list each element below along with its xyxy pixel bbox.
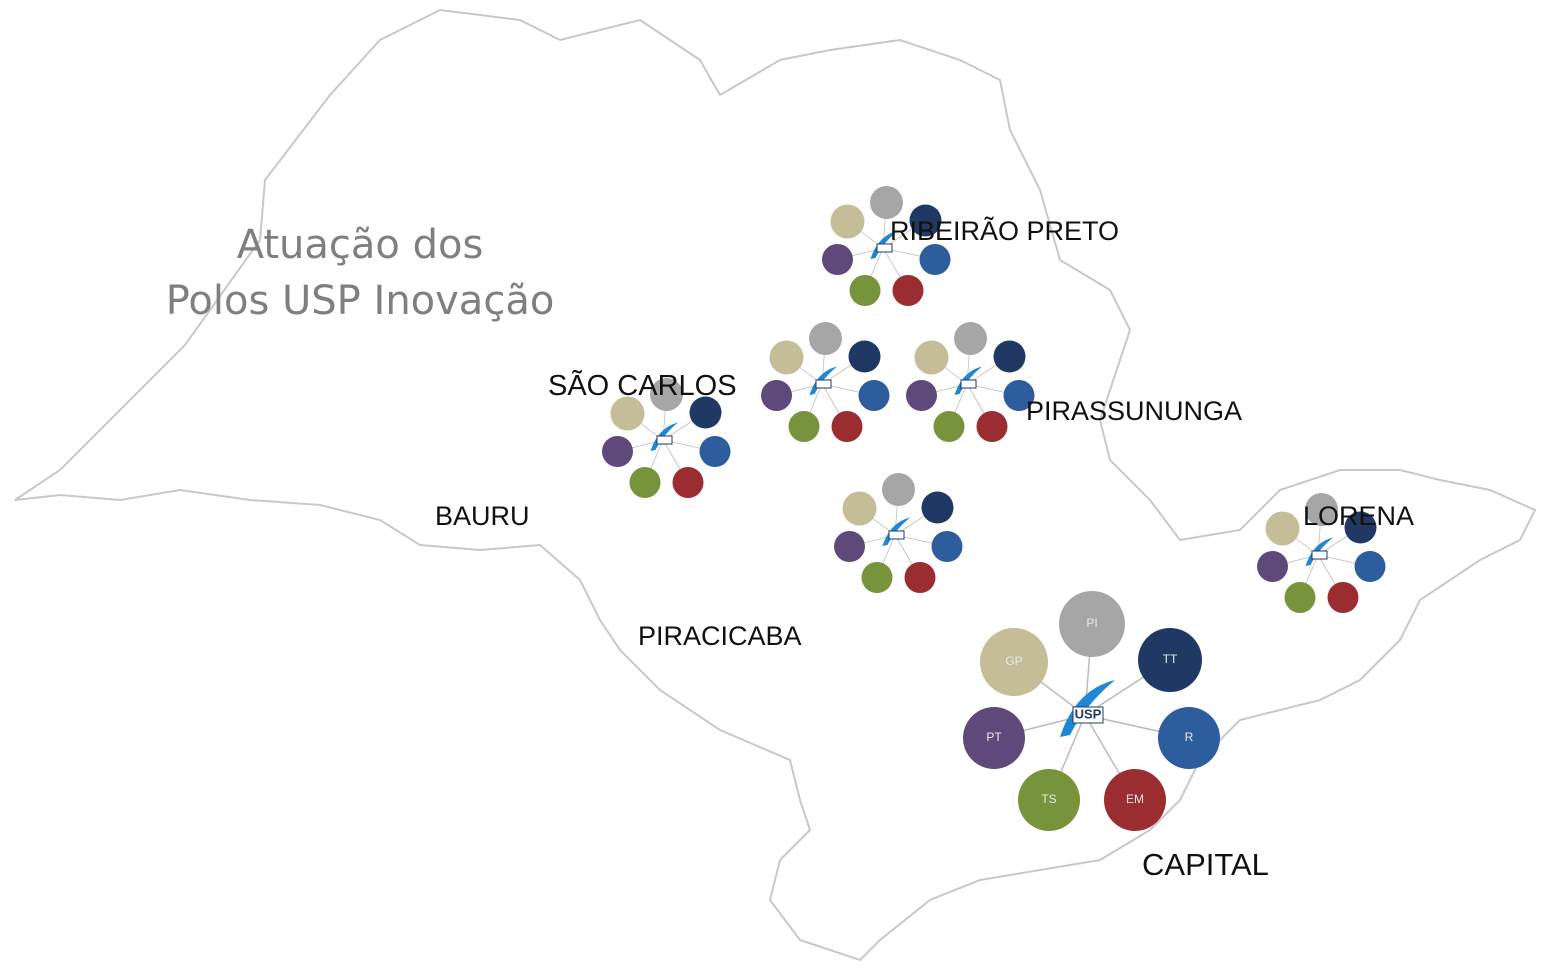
hub-node (980, 628, 1048, 696)
usp-logo-box (888, 530, 905, 540)
hub-node (769, 340, 804, 375)
hub-node-label: TS (1041, 792, 1056, 806)
city-label: CAPITAL (1142, 847, 1269, 882)
hub-node (1354, 551, 1386, 582)
hub-node (993, 340, 1026, 373)
hub-node-label: R (1185, 730, 1194, 744)
hub-node (842, 491, 877, 526)
hub-node-label: PT (986, 730, 1002, 744)
hub-node (919, 244, 951, 275)
hub-cluster (822, 186, 951, 306)
city-label: PIRASSUNUNGA (1026, 396, 1242, 426)
hub-node (1265, 511, 1300, 546)
state-outline (14, 8, 1537, 962)
hub-cluster (906, 322, 1035, 442)
hub-node (849, 275, 881, 306)
hub-node (954, 322, 987, 355)
city-label: RIBEIRÃO PRETO (890, 215, 1119, 246)
hub-node (931, 531, 963, 562)
hub-cluster (834, 473, 963, 593)
hub-node (963, 707, 1025, 769)
hub-cluster (761, 322, 890, 442)
usp-logo-text: USP (1075, 706, 1102, 721)
hub-node (1018, 769, 1080, 831)
hub-node (1257, 551, 1288, 582)
hub-node (1104, 769, 1166, 831)
hub-node (699, 436, 731, 467)
hub-node (914, 340, 949, 375)
hub-node (1158, 707, 1220, 769)
hub-node (1059, 591, 1125, 657)
hubs: PI TT R EM TS PT GP USP (602, 186, 1386, 831)
hub-node (1284, 582, 1316, 613)
hub-node (933, 411, 965, 442)
hub-node-label: GP (1005, 654, 1022, 668)
hub-node (861, 562, 893, 593)
hub-node-label: EM (1126, 792, 1144, 806)
hub-node (831, 411, 863, 442)
hub-node (882, 473, 915, 506)
usp-logo-box (815, 379, 832, 389)
hub-node (858, 380, 890, 411)
hub-node (848, 340, 881, 373)
hub-node (834, 531, 865, 562)
hub-node (1344, 511, 1377, 544)
title-line: Polos USP Inovação (166, 278, 555, 324)
hub-node (650, 378, 683, 411)
usp-logo-box (1072, 706, 1104, 724)
hub-node (610, 396, 645, 431)
city-label: SÃO CARLOS (548, 368, 737, 402)
hub-node (1138, 628, 1202, 692)
hub-node (689, 396, 722, 429)
hub-node (830, 204, 865, 239)
hub-node (870, 186, 903, 219)
hub-node (906, 380, 937, 411)
hub-node (672, 467, 704, 498)
hub-cluster: PI TT R EM TS PT GP USP (963, 591, 1220, 831)
hub-node (976, 411, 1008, 442)
hub-node (1003, 380, 1035, 411)
hub-node (788, 411, 820, 442)
hub-node (809, 322, 842, 355)
hub-node (909, 204, 942, 237)
usp-logo-box (876, 243, 893, 253)
hub-node (1305, 493, 1338, 526)
hub-node-label: TT (1163, 652, 1178, 666)
hub-cluster (1257, 493, 1386, 613)
usp-logo-box (656, 435, 673, 445)
hub-node (629, 467, 661, 498)
hub-cluster (602, 378, 731, 498)
hub-node (892, 275, 924, 306)
city-label: PIRACICABA (638, 621, 802, 651)
title-line: Atuação dos (237, 222, 484, 268)
hub-node (1327, 582, 1359, 613)
hub-node (602, 436, 633, 467)
hub-node (822, 244, 853, 275)
hub-node (761, 380, 792, 411)
usp-logo-box (960, 379, 977, 389)
hub-node (904, 562, 936, 593)
hub-node-label: PI (1086, 616, 1097, 630)
hub-node (921, 491, 954, 524)
city-label: LORENA (1303, 501, 1414, 531)
city-label: BAURU (435, 501, 530, 531)
usp-logo-box (1311, 550, 1328, 560)
